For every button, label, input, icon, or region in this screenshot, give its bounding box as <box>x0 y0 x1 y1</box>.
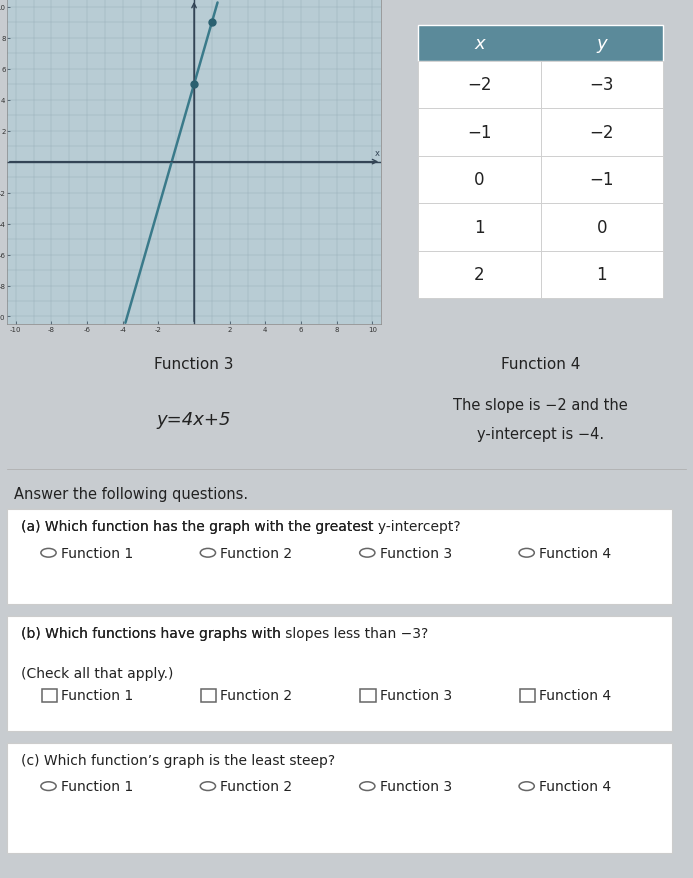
Text: −1: −1 <box>590 171 614 189</box>
FancyBboxPatch shape <box>7 743 672 853</box>
FancyBboxPatch shape <box>7 509 672 604</box>
Bar <box>419 61 541 109</box>
Text: (b) Which functions have graphs with slopes less than −3?: (b) Which functions have graphs with slo… <box>21 626 428 640</box>
Bar <box>201 689 216 702</box>
Text: Function 1: Function 1 <box>61 780 133 793</box>
Bar <box>42 689 57 702</box>
Text: Function 3: Function 3 <box>380 780 452 793</box>
Bar <box>419 156 541 204</box>
Text: (b) Which functions have graphs with: (b) Which functions have graphs with <box>21 626 285 640</box>
Text: x: x <box>474 35 484 53</box>
Bar <box>541 61 663 109</box>
Text: y: y <box>597 35 607 53</box>
Text: y-intercept is −4.: y-intercept is −4. <box>477 427 604 442</box>
Text: Function 4: Function 4 <box>539 546 611 560</box>
Bar <box>541 251 663 299</box>
Bar <box>419 251 541 299</box>
FancyBboxPatch shape <box>7 616 672 730</box>
Text: Function 3: Function 3 <box>155 356 234 372</box>
Text: (a) Which function has the graph with the greatest y-intercept?: (a) Which function has the graph with th… <box>21 520 460 534</box>
Text: (a) Which function has the graph with the greatest: (a) Which function has the graph with th… <box>21 520 378 534</box>
Text: −3: −3 <box>590 76 614 94</box>
Bar <box>541 109 663 156</box>
Bar <box>541 204 663 251</box>
Text: Answer the following questions.: Answer the following questions. <box>14 486 248 501</box>
Bar <box>419 109 541 156</box>
Text: Function 4: Function 4 <box>501 356 580 372</box>
Text: Function 4: Function 4 <box>539 688 611 702</box>
Bar <box>520 689 535 702</box>
Text: 1: 1 <box>597 266 607 284</box>
Bar <box>419 26 663 61</box>
Text: −1: −1 <box>467 124 491 141</box>
Text: Function 2: Function 2 <box>220 546 292 560</box>
Text: Function 3: Function 3 <box>380 546 452 560</box>
Bar <box>360 689 376 702</box>
Bar <box>419 204 541 251</box>
Text: Function 4: Function 4 <box>539 780 611 793</box>
Text: Function 2: Function 2 <box>220 780 292 793</box>
Text: 0: 0 <box>597 219 607 237</box>
Text: (b) Which functions have graphs with slopes less than −3?: (b) Which functions have graphs with slo… <box>21 626 428 640</box>
Text: Function 2: Function 2 <box>220 688 292 702</box>
Text: Function 1: Function 1 <box>61 688 133 702</box>
Text: The slope is −2 and the: The slope is −2 and the <box>453 398 628 413</box>
Text: x: x <box>375 149 380 158</box>
Text: Function 1: Function 1 <box>61 546 133 560</box>
Bar <box>541 156 663 204</box>
Text: 2: 2 <box>474 266 484 284</box>
Text: 1: 1 <box>474 219 484 237</box>
Text: y=4x+5: y=4x+5 <box>157 411 231 428</box>
Text: Function 3: Function 3 <box>380 688 452 702</box>
Text: (Check all that apply.): (Check all that apply.) <box>21 666 173 680</box>
Text: −2: −2 <box>467 76 491 94</box>
Text: (a) Which function has the graph with the greatest y-intercept?: (a) Which function has the graph with th… <box>21 520 460 534</box>
Text: −2: −2 <box>590 124 614 141</box>
Text: 0: 0 <box>474 171 484 189</box>
Text: (c) Which function’s graph is the least steep?: (c) Which function’s graph is the least … <box>21 752 335 766</box>
